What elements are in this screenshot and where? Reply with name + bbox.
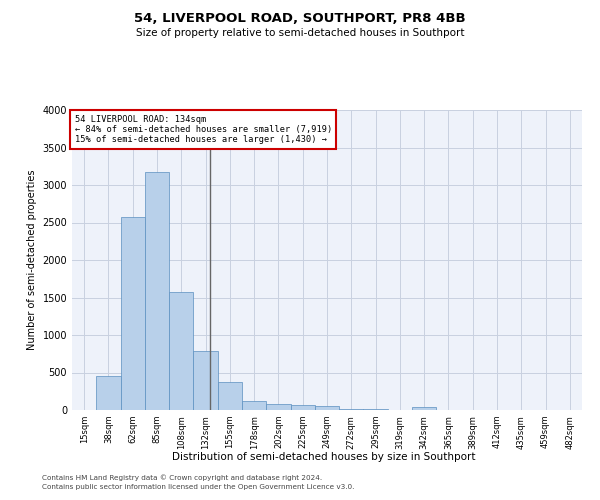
Bar: [193, 351, 218, 410]
Text: Size of property relative to semi-detached houses in Southport: Size of property relative to semi-detach…: [136, 28, 464, 38]
Text: 54, LIVERPOOL ROAD, SOUTHPORT, PR8 4BB: 54, LIVERPOOL ROAD, SOUTHPORT, PR8 4BB: [134, 12, 466, 26]
Bar: [266, 404, 290, 410]
Bar: [121, 216, 145, 410]
Bar: [96, 376, 121, 410]
Text: Contains public sector information licensed under the Open Government Licence v3: Contains public sector information licen…: [42, 484, 355, 490]
Bar: [290, 405, 315, 410]
Bar: [339, 408, 364, 410]
Bar: [412, 406, 436, 410]
Bar: [315, 406, 339, 410]
Text: 54 LIVERPOOL ROAD: 134sqm
← 84% of semi-detached houses are smaller (7,919)
15% : 54 LIVERPOOL ROAD: 134sqm ← 84% of semi-…: [74, 114, 332, 144]
Text: Contains HM Land Registry data © Crown copyright and database right 2024.: Contains HM Land Registry data © Crown c…: [42, 474, 322, 481]
Bar: [145, 172, 169, 410]
Bar: [169, 292, 193, 410]
Y-axis label: Number of semi-detached properties: Number of semi-detached properties: [27, 170, 37, 350]
Bar: [242, 401, 266, 410]
Text: Distribution of semi-detached houses by size in Southport: Distribution of semi-detached houses by …: [172, 452, 476, 462]
Bar: [218, 382, 242, 410]
